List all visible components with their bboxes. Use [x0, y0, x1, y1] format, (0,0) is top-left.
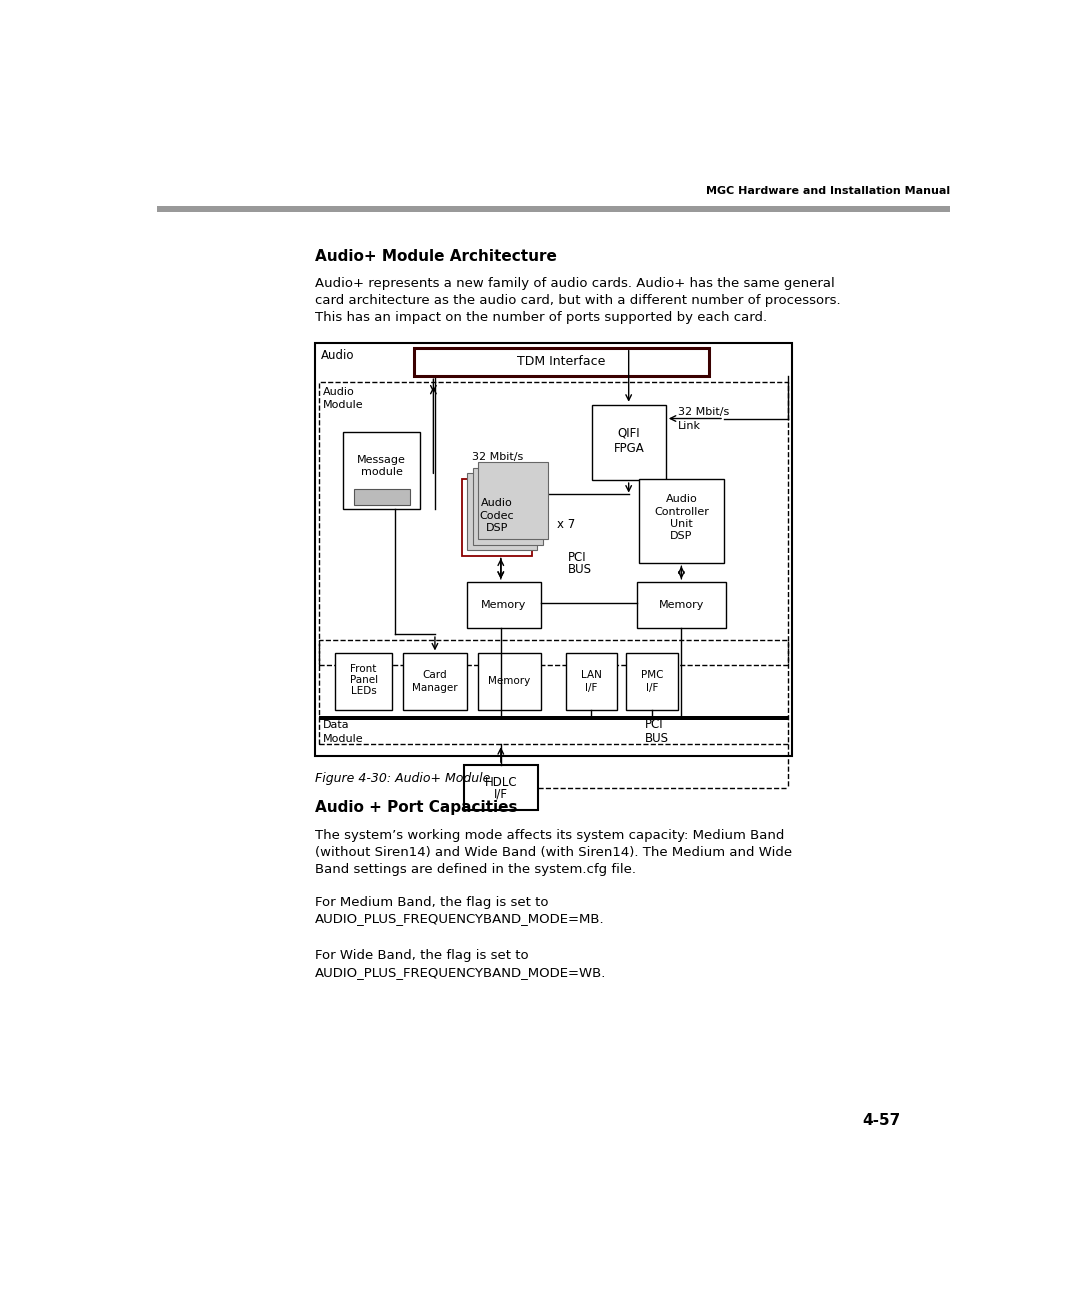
Bar [626, 653, 677, 709]
Bar [354, 490, 410, 504]
Bar [592, 405, 666, 481]
Text: 32 Mbit/s: 32 Mbit/s [472, 452, 524, 462]
Text: 4-57: 4-57 [863, 1113, 901, 1128]
Text: PMC: PMC [640, 670, 663, 680]
Text: Module: Module [323, 734, 363, 744]
Bar [314, 343, 793, 756]
Text: Codec: Codec [480, 511, 514, 521]
Text: TDM Interface: TDM Interface [517, 355, 606, 368]
Text: PCI: PCI [567, 551, 586, 564]
Text: HDLC: HDLC [485, 776, 517, 789]
Text: Audio: Audio [323, 387, 354, 397]
Text: Message: Message [357, 454, 406, 465]
Text: FPGA: FPGA [613, 441, 645, 454]
Text: This has an impact on the number of ports supported by each card.: This has an impact on the number of port… [314, 311, 767, 324]
Text: Figure 4-30: Audio+ Module: Figure 4-30: Audio+ Module [314, 772, 490, 785]
Bar [320, 640, 788, 744]
Bar [468, 473, 537, 550]
Text: 32 Mbit/s: 32 Mbit/s [677, 407, 729, 418]
Text: Panel: Panel [350, 675, 378, 684]
Bar [477, 653, 541, 709]
Bar [462, 478, 531, 555]
Text: BUS: BUS [567, 563, 592, 576]
Text: Audio+ represents a new family of audio cards. Audio+ has the same general: Audio+ represents a new family of audio … [314, 277, 835, 290]
Text: Controller: Controller [653, 507, 708, 517]
Text: Audio + Port Capacities: Audio + Port Capacities [314, 799, 517, 815]
Text: x 7: x 7 [557, 518, 576, 532]
Text: AUDIO_PLUS_FREQUENCYBAND_MODE=WB.: AUDIO_PLUS_FREQUENCYBAND_MODE=WB. [314, 966, 606, 980]
Bar [566, 653, 617, 709]
Text: Manager: Manager [413, 683, 458, 692]
Text: Audio: Audio [665, 495, 698, 504]
Bar [335, 653, 392, 709]
Text: card architecture as the audio card, but with a different number of processors.: card architecture as the audio card, but… [314, 294, 840, 307]
Text: (without Siren14) and Wide Band (with Siren14). The Medium and Wide: (without Siren14) and Wide Band (with Si… [314, 846, 792, 859]
Bar [320, 716, 788, 721]
Bar [342, 432, 420, 509]
Text: For Medium Band, the flag is set to: For Medium Band, the flag is set to [314, 896, 549, 909]
Text: The system’s working mode affects its system capacity: Medium Band: The system’s working mode affects its sy… [314, 829, 784, 842]
Text: Links: Links [484, 465, 512, 474]
Bar [463, 765, 538, 810]
Text: Audio+ Module Architecture: Audio+ Module Architecture [314, 249, 556, 264]
Text: Unit: Unit [670, 518, 692, 529]
Bar [478, 462, 548, 539]
Text: Card: Card [422, 670, 447, 680]
Text: I/F: I/F [494, 788, 508, 801]
Text: Audio: Audio [321, 349, 354, 362]
Text: module: module [361, 468, 403, 478]
Bar [157, 206, 950, 212]
Bar [320, 381, 788, 665]
Text: Link: Link [677, 422, 701, 431]
Text: LEDs: LEDs [351, 686, 377, 696]
Text: QIFI: QIFI [618, 427, 640, 440]
Text: I/F: I/F [646, 683, 658, 692]
Text: I/F: I/F [585, 683, 597, 692]
Text: Front: Front [350, 665, 377, 674]
Text: Memory: Memory [659, 599, 704, 610]
Text: DSP: DSP [671, 532, 692, 541]
Text: Memory: Memory [488, 677, 530, 687]
Text: Audio: Audio [481, 498, 513, 508]
Text: Memory: Memory [482, 599, 527, 610]
Text: For Wide Band, the flag is set to: For Wide Band, the flag is set to [314, 949, 528, 963]
Bar [467, 581, 541, 628]
Text: DSP: DSP [486, 522, 508, 533]
Bar [414, 347, 708, 376]
Text: Module: Module [323, 400, 363, 410]
Text: LAN: LAN [581, 670, 602, 680]
Bar [637, 581, 726, 628]
Bar [638, 478, 724, 563]
Bar [403, 653, 467, 709]
Text: BUS: BUS [645, 733, 669, 746]
Text: Band settings are defined in the system.cfg file.: Band settings are defined in the system.… [314, 863, 636, 876]
Text: PCI: PCI [645, 718, 663, 731]
Text: Data: Data [323, 720, 349, 730]
Text: MGC Hardware and Installation Manual: MGC Hardware and Installation Manual [706, 187, 950, 196]
Text: AUDIO_PLUS_FREQUENCYBAND_MODE=MB.: AUDIO_PLUS_FREQUENCYBAND_MODE=MB. [314, 913, 605, 926]
Bar [473, 468, 542, 545]
